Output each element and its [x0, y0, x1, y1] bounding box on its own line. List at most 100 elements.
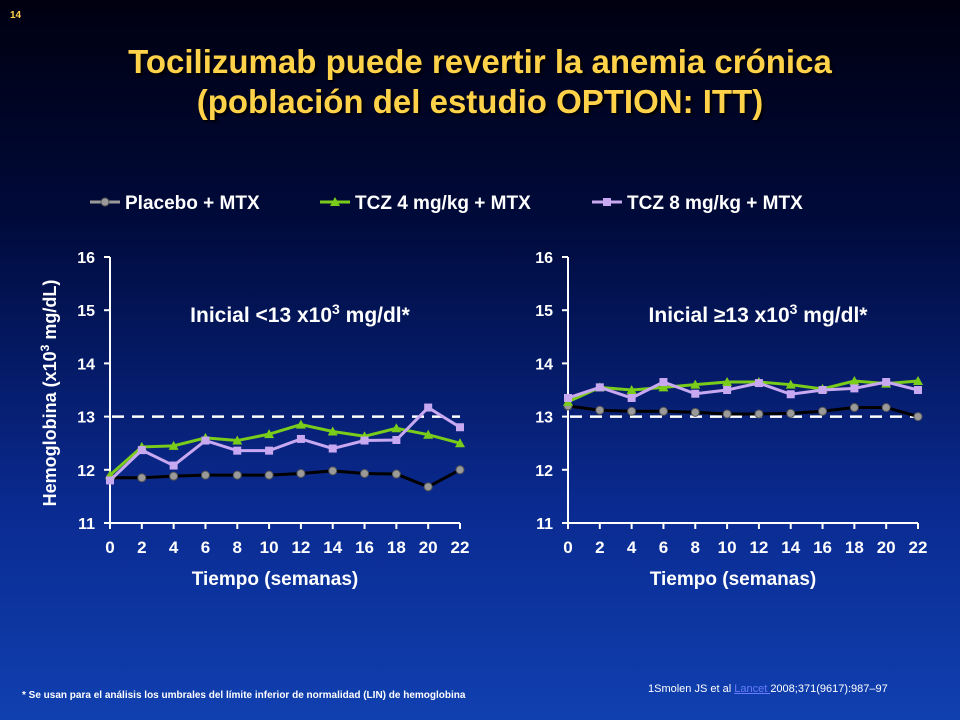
data-point — [200, 470, 210, 480]
title-line-1: Tocilizumab puede revertir la anemia cró… — [128, 43, 832, 80]
series-2 — [106, 403, 464, 485]
data-point — [296, 469, 306, 479]
data-point — [659, 378, 668, 387]
data-point — [754, 379, 763, 388]
data-point — [392, 436, 401, 445]
data-point — [595, 383, 604, 392]
data-point — [169, 471, 179, 481]
data-point — [455, 438, 465, 448]
data-point — [264, 470, 274, 480]
series-2 — [564, 378, 922, 402]
legend-marker — [330, 197, 340, 206]
panel-title: Inicial <13 x103 mg/dl* — [190, 301, 410, 327]
slide-title: Tocilizumab puede revertir la anemia cró… — [0, 42, 960, 122]
y-tick-label: 13 — [535, 410, 553, 427]
x-tick-label: 18 — [387, 538, 406, 557]
series-0 — [105, 465, 465, 492]
series-line — [567, 379, 919, 404]
x-tick-label: 0 — [563, 538, 572, 557]
data-point — [391, 469, 401, 479]
reference-prefix: 1Smolen JS et al — [648, 683, 735, 695]
x-tick-label: 10 — [718, 538, 737, 557]
reference-journal-link[interactable]: Lancet — [734, 683, 771, 695]
data-point — [168, 440, 179, 450]
data-point — [882, 378, 891, 387]
data-point — [722, 409, 732, 419]
y-tick-label: 15 — [77, 303, 95, 320]
data-point — [391, 423, 402, 433]
legend-label: TCZ 4 mg/kg + MTX — [355, 193, 531, 214]
data-point — [456, 423, 464, 432]
series-line — [567, 404, 919, 419]
data-point — [658, 382, 669, 392]
data-point — [423, 429, 434, 439]
legend-item-0: Placebo + MTX — [90, 193, 260, 214]
data-point — [455, 465, 465, 475]
data-point — [265, 446, 274, 455]
slide-number: 14 — [10, 10, 22, 21]
legend-marker — [100, 197, 110, 207]
x-axis-label: Tiempo (semanas) — [650, 569, 816, 590]
chart-panel-2: 11 12 13 14 15 16 0 2 4 6 8 10 12 14 16 18 20 22 Tiempo (s… — [535, 250, 927, 590]
series-line — [108, 405, 461, 482]
x-tick-label: 20 — [877, 538, 896, 557]
data-point — [295, 419, 306, 429]
x-tick-label: 4 — [627, 538, 637, 557]
data-point — [360, 436, 369, 445]
data-point — [232, 470, 242, 480]
data-point — [328, 466, 338, 476]
data-point — [850, 384, 859, 393]
data-point — [627, 406, 637, 416]
data-point — [722, 377, 733, 387]
footnote: * Se usan para el análisis los umbrales … — [22, 690, 466, 701]
x-tick-label: 14 — [781, 538, 800, 557]
data-point — [818, 386, 827, 394]
data-point — [627, 393, 636, 402]
data-point — [137, 473, 147, 483]
title-line-2: (población del estudio OPTION: ITT) — [196, 83, 764, 120]
data-point — [914, 386, 922, 394]
data-point — [913, 375, 923, 385]
data-point — [232, 435, 243, 445]
reference: 1Smolen JS et al Lancet 2008;371(9617):9… — [648, 683, 888, 695]
data-point — [913, 412, 923, 422]
y-tick-label: 13 — [77, 410, 95, 427]
x-tick-label: 20 — [419, 538, 438, 557]
data-point — [327, 426, 338, 436]
data-point — [423, 482, 433, 492]
x-tick-label: 8 — [691, 538, 700, 557]
x-tick-label: 12 — [749, 538, 768, 557]
y-tick-label: 16 — [77, 250, 95, 267]
y-tick-label: 16 — [535, 250, 553, 267]
data-point — [106, 476, 114, 485]
data-point — [169, 461, 178, 470]
legend: Placebo + MTX TCZ 4 mg/kg + MTX TCZ 8 mg/k… — [90, 193, 803, 214]
x-tick-label: 0 — [105, 538, 114, 557]
data-point — [564, 393, 572, 402]
y-tick-label: 14 — [77, 356, 95, 373]
y-tick-label: 12 — [77, 463, 95, 480]
data-point — [754, 409, 764, 419]
y-tick-label: 15 — [535, 303, 553, 320]
y-tick-label: 12 — [535, 463, 553, 480]
y-tick-label: 14 — [535, 356, 553, 373]
data-point — [360, 469, 370, 479]
x-axis-label: Tiempo (semanas) — [192, 569, 358, 590]
data-point — [658, 406, 668, 416]
x-tick-label: 14 — [323, 538, 342, 557]
x-tick-label: 8 — [233, 538, 242, 557]
series-1 — [563, 375, 923, 406]
data-point — [691, 389, 700, 398]
data-point — [690, 379, 701, 389]
data-point — [786, 408, 796, 418]
data-point — [818, 406, 828, 416]
reference-suffix: 2008;371(9617):987–97 — [770, 683, 888, 695]
data-point — [595, 405, 605, 415]
data-point — [424, 403, 433, 412]
data-point — [137, 446, 146, 455]
legend-marker — [603, 198, 611, 206]
legend-label: TCZ 8 mg/kg + MTX — [627, 193, 803, 214]
data-point — [881, 403, 891, 413]
data-point — [849, 375, 860, 385]
